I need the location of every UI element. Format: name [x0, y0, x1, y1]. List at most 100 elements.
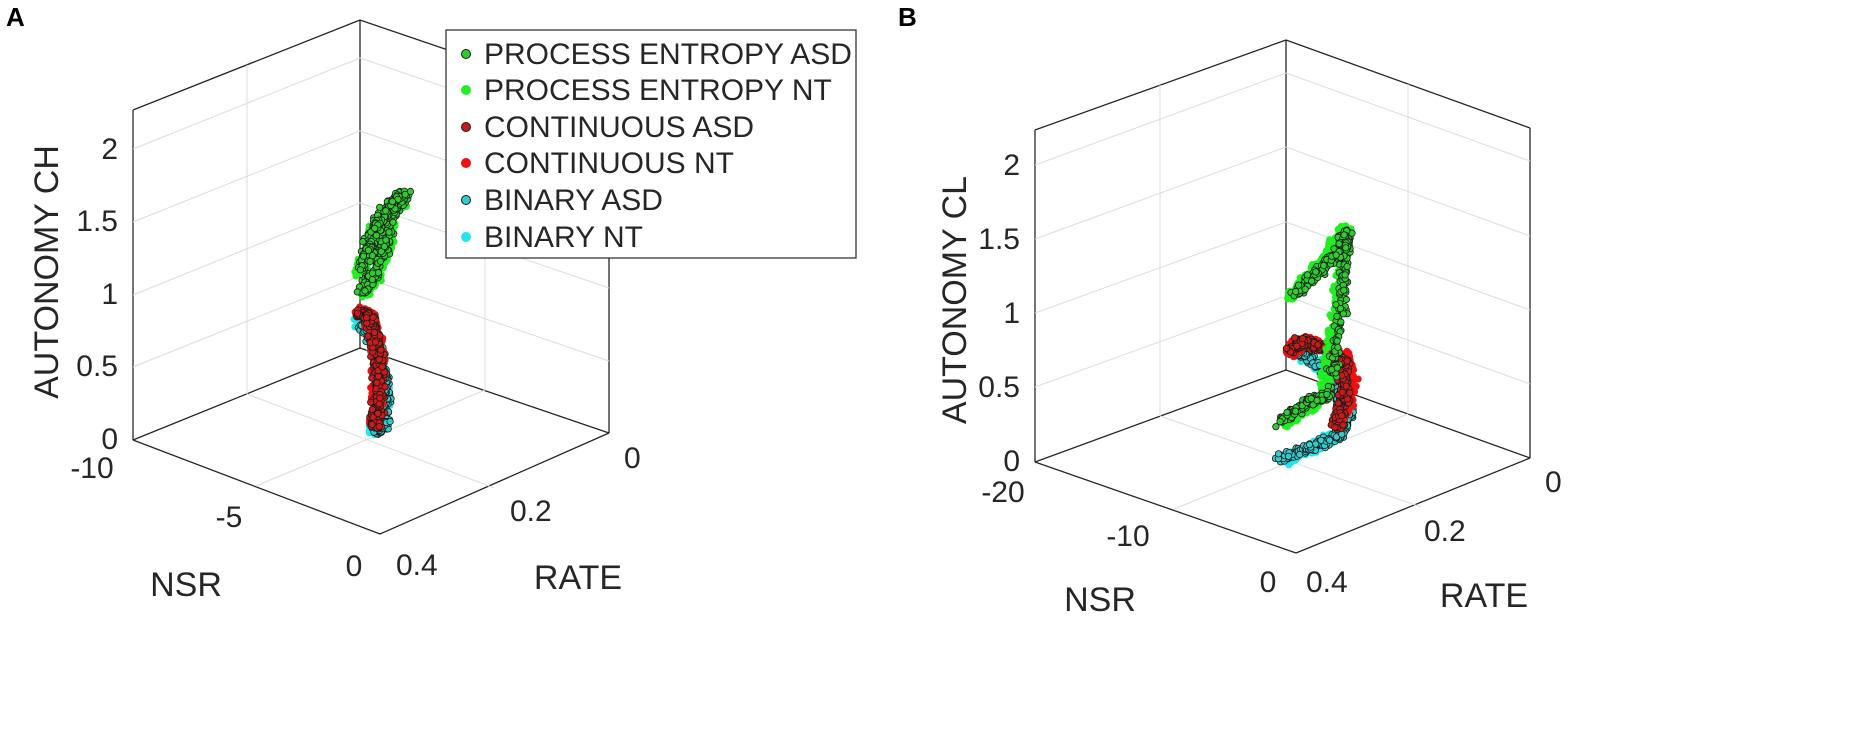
scatter-point — [406, 187, 415, 196]
legend-marker-1 — [461, 85, 471, 95]
scatter-point — [352, 272, 360, 280]
panel-label-a: A — [6, 2, 25, 32]
y-tick-a-0: 0 — [624, 442, 641, 475]
scatter-point — [1303, 271, 1312, 279]
x-tick-a-0: -10 — [70, 452, 113, 485]
scatter-point — [356, 266, 364, 274]
scatter-point — [1293, 342, 1301, 350]
scatter-point — [1340, 286, 1348, 294]
scatter-point — [372, 231, 380, 240]
y-axis-label-b: RATE — [1440, 577, 1528, 615]
scatter-point — [376, 257, 384, 265]
y-axis-label-a: RATE — [534, 559, 622, 597]
scatter-point — [367, 398, 375, 406]
scatter-point — [1284, 452, 1293, 460]
scatter-point — [1334, 343, 1342, 351]
scatter-point — [1320, 371, 1328, 379]
scatter-point — [375, 422, 383, 431]
scatter-point — [375, 400, 383, 408]
scatter-point — [1317, 436, 1325, 444]
scatter-point — [380, 242, 388, 251]
scatter-point — [1337, 318, 1345, 326]
scatter-point — [1343, 262, 1351, 271]
z-axis-label-a: AUTONOMY CH — [28, 145, 66, 399]
scatter-point — [1299, 334, 1307, 343]
scatter-point — [371, 224, 379, 232]
z-tick-b-3: 1.5 — [978, 223, 1020, 256]
scatter-point — [377, 346, 385, 354]
panel-a: A 0 0.5 — [6, 2, 857, 604]
y-tick-b-1: 0.2 — [1424, 515, 1466, 548]
scatter-point — [361, 287, 369, 295]
scatter-point — [374, 372, 382, 380]
scatter-point — [1283, 408, 1291, 416]
z-tick-a-1: 0.5 — [76, 350, 118, 383]
x-tick-b-1: -10 — [1106, 520, 1149, 553]
panel-b: B 0 0.5 1 1.5 — [898, 2, 1562, 619]
legend-marker-5 — [461, 232, 471, 242]
scatter-point — [1333, 312, 1341, 320]
scatter-point — [388, 197, 396, 206]
y-tick-a-1: 0.2 — [510, 495, 552, 528]
scatter-point — [1342, 382, 1350, 390]
scatter-point — [1338, 412, 1346, 420]
scatter-point — [1342, 244, 1350, 252]
z-tick-a-0: 0 — [101, 423, 118, 456]
scatter-point — [1314, 341, 1322, 349]
x-tick-a-1: -5 — [216, 501, 243, 534]
scatter-points-a — [350, 187, 415, 439]
legend-label-2: CONTINUOUS ASD — [484, 111, 754, 144]
scatter-point — [1343, 357, 1351, 365]
scatter-point — [1292, 287, 1300, 296]
scatter-point — [1292, 407, 1300, 415]
scatter-point — [1336, 304, 1345, 313]
scatter-point — [1320, 261, 1328, 270]
scatter-point — [368, 405, 376, 413]
legend-marker-0 — [461, 49, 471, 59]
scatter-point — [389, 218, 397, 226]
scatter-point — [376, 394, 384, 402]
y-tick-b-0: 0 — [1545, 466, 1562, 499]
z-tick-a-2: 1 — [101, 278, 118, 311]
scatter-point — [385, 228, 393, 236]
scatter-point — [1335, 240, 1343, 248]
scatter-point — [359, 238, 367, 246]
scatter-point — [371, 338, 380, 346]
scatter-point — [1312, 268, 1320, 276]
x-axis-label-a: NSR — [150, 566, 222, 604]
scatter-point — [359, 252, 367, 260]
scatter-point — [382, 207, 390, 215]
scatter-point — [373, 379, 381, 387]
z-tick-a-4: 2 — [101, 133, 118, 166]
scatter-point — [1282, 344, 1291, 352]
scatter-point — [1341, 271, 1349, 279]
legend: PROCESS ENTROPY ASD PROCESS ENTROPY NT C… — [445, 29, 857, 259]
legend-label-0: PROCESS ENTROPY ASD — [484, 38, 852, 71]
legend-marker-4 — [461, 195, 471, 205]
z-tick-b-0: 0 — [1003, 445, 1020, 478]
scatter-point — [381, 383, 389, 391]
scatter-point — [362, 314, 371, 322]
scatter-point — [1307, 394, 1315, 403]
x-tick-b-0: -20 — [981, 476, 1024, 509]
legend-marker-3 — [461, 158, 471, 168]
scatter-point — [353, 288, 361, 296]
legend-marker-2 — [461, 122, 471, 132]
z-tick-a-3: 1.5 — [76, 205, 118, 238]
scatter-point — [1331, 423, 1339, 431]
scatter-point — [376, 203, 384, 211]
scatter-point — [368, 275, 376, 284]
scatter-point — [1323, 390, 1331, 398]
x-tick-b-2: 0 — [1260, 566, 1277, 599]
scatter-point — [372, 385, 380, 393]
scatter-point — [1333, 337, 1341, 345]
scatter-point — [1332, 251, 1340, 259]
scatter-point — [378, 363, 386, 371]
scatter-point — [353, 309, 362, 317]
scatter-point — [382, 236, 390, 244]
scatter-point — [364, 246, 373, 254]
scatter-point — [1325, 239, 1333, 248]
scatter-point — [1333, 364, 1341, 372]
